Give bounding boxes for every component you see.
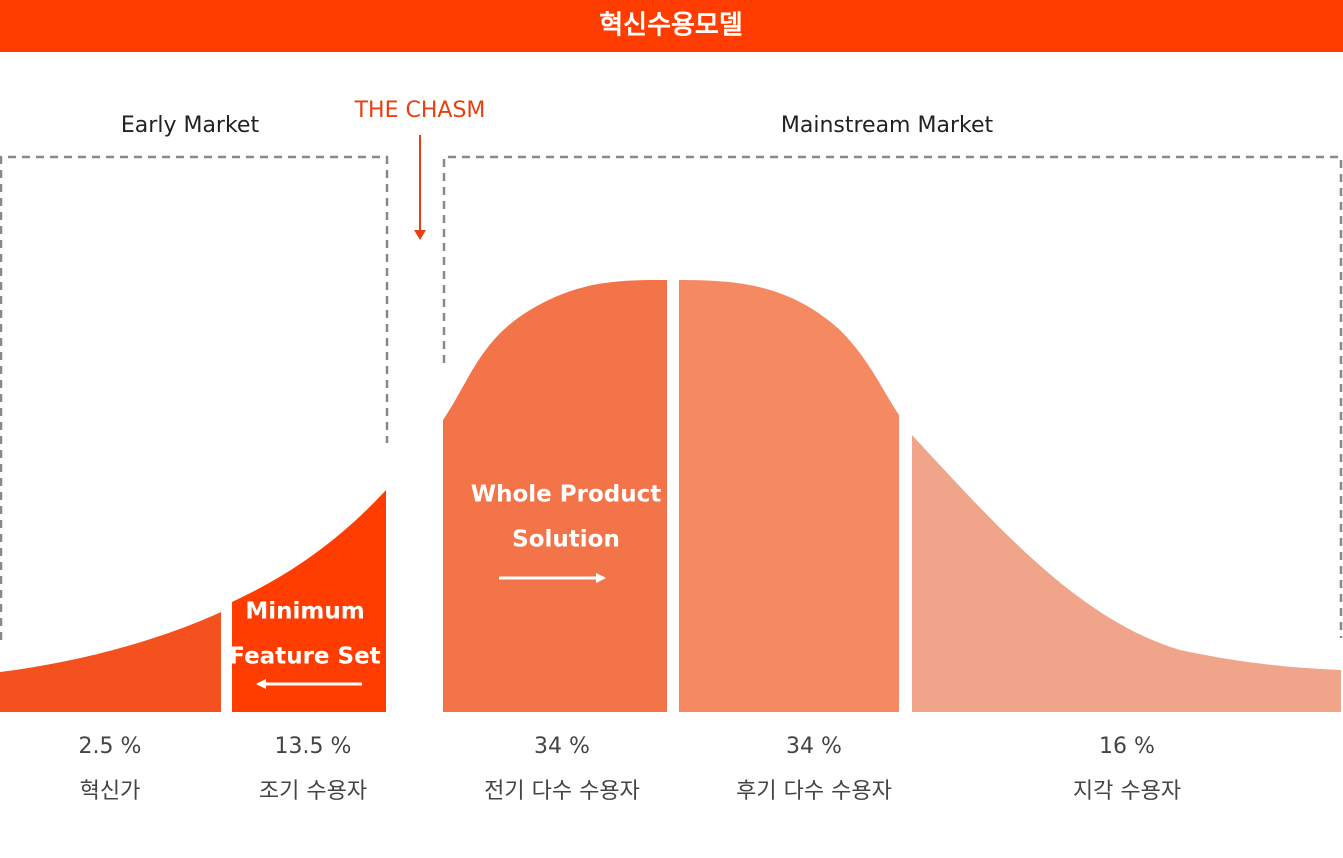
segment-name: 조기 수용자 — [259, 779, 367, 804]
early-majority-segment — [443, 280, 667, 712]
segment-percent: 2.5 % — [79, 734, 142, 759]
segment-labels: 2.5 % 혁신가 13.5 % 조기 수용자 34 % 전기 다수 수용자 34 % 후기 … — [79, 734, 1182, 804]
callout-text: Feature Set — [229, 644, 380, 670]
early-bracket — [0, 155, 389, 640]
laggards-segment — [912, 435, 1341, 712]
segment-name: 혁신가 — [80, 779, 141, 804]
early-market-label: Early Market — [121, 113, 260, 138]
header-title: 혁신수용모델 — [599, 11, 743, 41]
mainstream-market-label: Mainstream Market — [781, 113, 994, 138]
callout-text: Solution — [512, 527, 620, 553]
segment-percent: 16 % — [1099, 734, 1155, 759]
chasm-label: THE CHASM — [354, 98, 486, 123]
segment-name: 후기 다수 수용자 — [736, 779, 892, 804]
segment-percent: 34 % — [786, 734, 842, 759]
segment-percent: 13.5 % — [275, 734, 352, 759]
segment-percent: 34 % — [534, 734, 590, 759]
late-majority-segment — [679, 280, 899, 712]
callout-text: Whole Product — [471, 482, 662, 508]
mainstream-bracket — [442, 155, 1343, 638]
segment-name: 지각 수용자 — [1073, 779, 1181, 804]
innovators-segment — [0, 612, 221, 712]
segment-name: 전기 다수 수용자 — [484, 779, 640, 804]
header-bar — [0, 0, 1343, 52]
callout-text: Minimum — [245, 599, 364, 625]
early-adopters-segment — [232, 490, 386, 712]
